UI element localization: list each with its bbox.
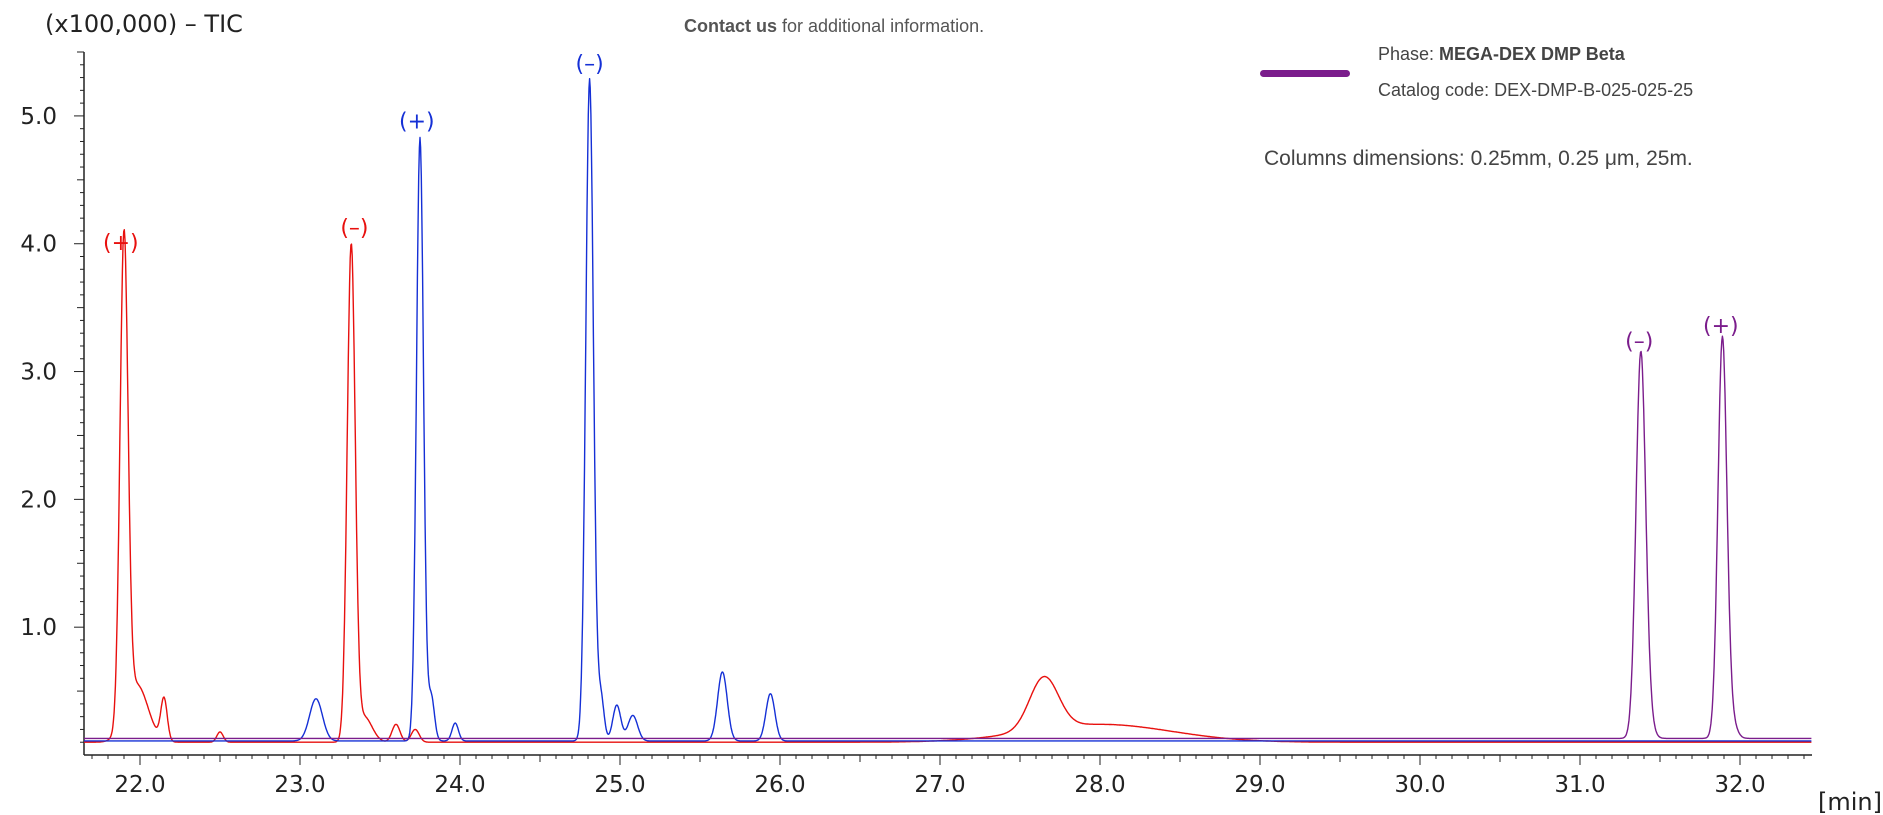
series-line-red <box>83 228 1812 743</box>
peak-label-purple: (+) <box>1703 314 1739 339</box>
peak-annotations: (+) (–) (+) (–) (–) (+) <box>103 52 1739 354</box>
axes: 22.0 23.0 24.0 25.0 26.0 27.0 28.0 29.0 30.0 31.0… <box>20 51 1812 798</box>
x-tick-label: 31.0 <box>1554 772 1605 798</box>
phase-value: MEGA-DEX DMP Beta <box>1439 44 1625 64</box>
y-tick-label: 1.0 <box>20 615 57 641</box>
legend-phase: Phase: MEGA-DEX DMP Beta <box>1378 44 1625 65</box>
x-tick-label: 23.0 <box>274 772 325 798</box>
x-tick-label: 32.0 <box>1714 772 1765 798</box>
phase-label: Phase: <box>1378 44 1440 64</box>
y-tick-label: 3.0 <box>20 360 57 386</box>
peak-label-blue: (+) <box>399 110 435 135</box>
y-tick-label: 5.0 <box>20 104 57 130</box>
contact-info: Contact us for additional information. <box>684 16 984 37</box>
x-tick-label: 24.0 <box>434 772 485 798</box>
x-tick-label: 29.0 <box>1234 772 1285 798</box>
x-tick-label: 26.0 <box>754 772 805 798</box>
y-axis-label: (x100,000) – TIC <box>45 10 243 38</box>
column-dimensions: Columns dimensions: 0.25mm, 0.25 μm, 25m… <box>1264 147 1693 170</box>
legend-swatch-purple <box>1260 70 1350 77</box>
peak-label-purple: (–) <box>1625 330 1653 355</box>
legend-catalog-code: Catalog code: DEX-DMP-B-025-025-25 <box>1378 80 1694 100</box>
x-tick-label: 25.0 <box>594 772 645 798</box>
contact-rest-text: for additional information. <box>777 16 985 36</box>
peak-label-red: (+) <box>103 231 139 256</box>
contact-us-link[interactable]: Contact us <box>684 16 778 36</box>
peak-label-red: (–) <box>340 216 368 241</box>
y-tick-label: 2.0 <box>20 487 57 513</box>
y-tick-label: 4.0 <box>20 232 57 258</box>
x-tick-label: 27.0 <box>914 772 965 798</box>
x-axis-label: [min] <box>1818 788 1882 815</box>
peak-label-blue: (–) <box>576 52 604 77</box>
x-tick-label: 22.0 <box>114 772 165 798</box>
x-tick-label: 30.0 <box>1394 772 1445 798</box>
series-line-blue <box>83 77 1812 742</box>
series-line-purple <box>83 335 1812 740</box>
series-layer <box>83 77 1812 743</box>
x-tick-label: 28.0 <box>1074 772 1125 798</box>
